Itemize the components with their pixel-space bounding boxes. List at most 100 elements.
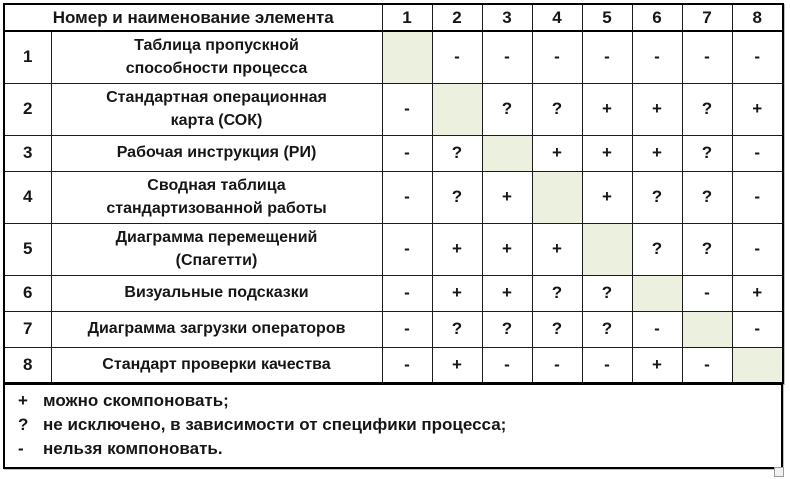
matrix-cell-6-8: + (731, 274, 784, 312)
column-header-6: 6 (631, 3, 683, 32)
matrix-cell-7-7-diagonal (681, 310, 733, 348)
matrix-cell-8-7: - (681, 346, 733, 384)
row-number-3: 3 (3, 134, 52, 172)
matrix-cell-6-5: ? (581, 274, 633, 312)
image-resize-handle (774, 467, 784, 477)
legend-text-cannot-combine: нельзя компоновать. (43, 439, 223, 458)
matrix-row-6: 6 Визуальные подсказки - + +?? - + (3, 274, 784, 312)
matrix-cell-6-1: - (381, 274, 433, 312)
matrix-cell-3-7: ? (681, 134, 733, 172)
matrix-cell-6-6-diagonal (631, 274, 683, 312)
matrix-cell-3-3-diagonal (481, 134, 533, 172)
matrix-cell-4-3: + (481, 170, 533, 224)
matrix-cell-6-7: - (681, 274, 733, 312)
matrix-cell-6-3: + (481, 274, 533, 312)
row-number-2: 2 (3, 82, 52, 136)
matrix-cell-1-2: - (431, 30, 483, 84)
matrix-cell-5-3: + (481, 222, 533, 276)
row-number-1: 1 (3, 30, 52, 84)
matrix-cell-4-2: ? (431, 170, 483, 224)
matrix-cell-8-8-diagonal (731, 346, 784, 384)
matrix-row-2: 2 Стандартная операционная карта (СОК) -??… (3, 82, 784, 136)
matrix-cell-2-5: + (581, 82, 633, 136)
matrix-cell-6-4: ? (531, 274, 583, 312)
matrix-cell-2-4: ? (531, 82, 583, 136)
legend-symbol-minus: - (18, 439, 24, 458)
matrix-cell-7-1: - (381, 310, 433, 348)
matrix-cell-1-4: - (531, 30, 583, 84)
matrix-cell-8-6: + (631, 346, 683, 384)
matrix-cell-4-5: + (581, 170, 633, 224)
legend-text-can-combine: можно скомпоновать; (43, 391, 229, 410)
matrix-cell-3-8: - (731, 134, 784, 172)
column-header-2: 2 (431, 3, 483, 32)
element-name-4: Сводная таблица стандартизованной работы (50, 170, 383, 224)
legend-item-can-combine: + можно скомпоновать; (5, 389, 781, 413)
column-header-3: 3 (481, 3, 533, 32)
element-name-2: Стандартная операционная карта (СОК) (50, 82, 383, 136)
matrix-cell-4-7: ? (681, 170, 733, 224)
matrix-cell-3-6: + (631, 134, 683, 172)
matrix-row-8: 8 Стандарт проверки качества - + - - - + - (3, 346, 784, 384)
matrix-cell-5-5-diagonal (581, 222, 633, 276)
column-header-4: 4 (531, 3, 583, 32)
matrix-cell-8-5: - (581, 346, 633, 384)
matrix-cell-5-6: ? (631, 222, 683, 276)
matrix-cell-1-6: - (631, 30, 683, 84)
matrix-cell-3-2: ? (431, 134, 483, 172)
matrix-title-header: Номер и наименование элемента (3, 3, 383, 32)
column-header-8: 8 (731, 3, 784, 32)
element-name-3: Рабочая инструкция (РИ) (50, 134, 383, 172)
matrix-cell-3-1: - (381, 134, 433, 172)
element-name-7: Диаграмма загрузки операторов (50, 310, 383, 348)
matrix-row-7: 7 Диаграмма загрузки операторов -???? - - (3, 310, 784, 348)
matrix-cell-5-4: + (531, 222, 583, 276)
matrix-cell-2-8: + (731, 82, 784, 136)
column-header-7: 7 (681, 3, 733, 32)
matrix-cell-4-1: - (381, 170, 433, 224)
matrix-row-1: 1 Таблица пропускной способности процесса… (3, 30, 784, 84)
row-number-7: 7 (3, 310, 52, 348)
matrix-cell-7-6: - (631, 310, 683, 348)
matrix-row-3: 3 Рабочая инструкция (РИ) -? + + +? - (3, 134, 784, 172)
matrix-cell-4-6: ? (631, 170, 683, 224)
matrix-cell-7-2: ? (431, 310, 483, 348)
matrix-cell-1-7: - (681, 30, 733, 84)
matrix-cell-7-5: ? (581, 310, 633, 348)
matrix-cell-7-8: - (731, 310, 784, 348)
legend: + можно скомпоновать; ? не исключено, в … (3, 383, 783, 469)
row-number-4: 4 (3, 170, 52, 224)
column-header-5: 5 (581, 3, 633, 32)
matrix-cell-8-2: + (431, 346, 483, 384)
matrix-row-5: 5 Диаграмма перемещений (Спагетти) - + + +?? - (3, 222, 784, 276)
legend-item-possible: ? не исключено, в зависимости от специфи… (5, 413, 781, 437)
matrix-cell-5-8: - (731, 222, 784, 276)
matrix-cell-8-4: - (531, 346, 583, 384)
column-header-1: 1 (381, 3, 433, 32)
matrix-cell-6-2: + (431, 274, 483, 312)
matrix-cell-2-2-diagonal (431, 82, 483, 136)
element-name-6: Визуальные подсказки (50, 274, 383, 312)
row-number-6: 6 (3, 274, 52, 312)
matrix-cell-7-4: ? (531, 310, 583, 348)
row-number-5: 5 (3, 222, 52, 276)
matrix-cell-5-7: ? (681, 222, 733, 276)
matrix-cell-1-5: - (581, 30, 633, 84)
matrix-cell-2-1: - (381, 82, 433, 136)
matrix-cell-1-3: - (481, 30, 533, 84)
matrix-cell-4-8: - (731, 170, 784, 224)
matrix-cell-3-4: + (531, 134, 583, 172)
element-name-8: Стандарт проверки качества (50, 346, 383, 384)
matrix-cell-8-1: - (381, 346, 433, 384)
matrix-cell-5-2: + (431, 222, 483, 276)
legend-symbol-question: ? (18, 415, 29, 434)
matrix-cell-7-3: ? (481, 310, 533, 348)
legend-symbol-plus: + (18, 391, 28, 410)
matrix-row-4: 4 Сводная таблица стандартизованной работ… (3, 170, 784, 224)
matrix-cell-1-8: - (731, 30, 784, 84)
matrix-cell-4-4-diagonal (531, 170, 583, 224)
matrix-cell-8-3: - (481, 346, 533, 384)
